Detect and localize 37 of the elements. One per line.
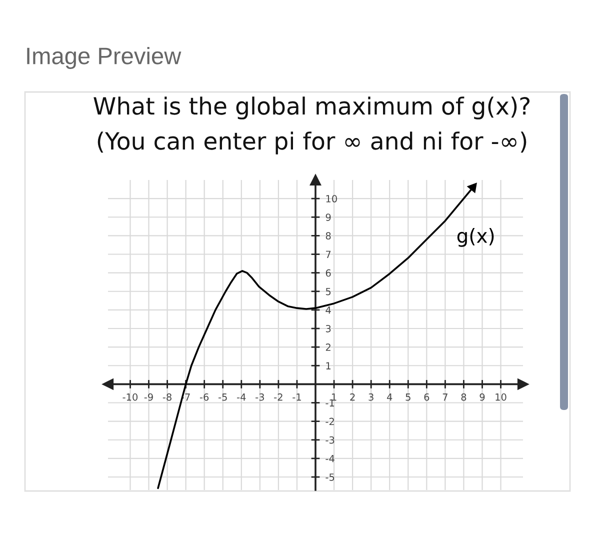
series-label: g(x) xyxy=(457,228,494,247)
y-tick-label: 4 xyxy=(326,306,331,314)
x-tick-label: 3 xyxy=(368,393,374,401)
x-tick-label: -1 xyxy=(292,394,301,401)
x-tick-label: -3 xyxy=(256,393,264,401)
x-tick-label: 2 xyxy=(350,393,355,401)
x-tick-label: -4 xyxy=(237,394,246,401)
x-tick-label: 6 xyxy=(424,393,430,401)
x-tick-label: -2 xyxy=(274,393,282,401)
x-tick-label: 7 xyxy=(442,394,448,401)
y-tick-label: 9 xyxy=(326,214,331,221)
x-tick-label: 8 xyxy=(461,393,466,401)
y-tick-label: -1 xyxy=(326,399,334,406)
x-tick-label: -8 xyxy=(162,393,172,401)
y-tick-label: 3 xyxy=(326,324,331,332)
chart-title: What is the global maximum of g(x)? xyxy=(94,96,530,120)
y-tick-label: -5 xyxy=(326,474,334,481)
y-tick-label: 6 xyxy=(326,269,331,277)
y-tick-label: 10 xyxy=(326,195,337,202)
y-tick-label: 8 xyxy=(326,232,331,240)
chart-subtitle: (You can enter pi for ∞ and ni for -∞) xyxy=(98,132,526,154)
y-tick-label: 7 xyxy=(326,250,331,258)
y-tick-label: -4 xyxy=(326,455,334,462)
x-tick-label: -6 xyxy=(200,393,209,401)
text: Image Preview xyxy=(27,46,182,70)
y-tick-label: -3 xyxy=(326,436,334,444)
x-tick-label: -5 xyxy=(218,394,227,401)
x-tick-label: -10 xyxy=(122,393,138,401)
x-tick-label: 4 xyxy=(386,394,392,401)
y-tick-label: 2 xyxy=(326,344,330,351)
x-tick-label: 5 xyxy=(406,394,410,401)
y-tick-label: 5 xyxy=(326,288,331,296)
y-tick-label: -2 xyxy=(326,418,334,426)
x-tick-label: 9 xyxy=(480,393,485,401)
x-tick-label: 10 xyxy=(496,393,506,401)
x-tick-label: -9 xyxy=(144,393,153,401)
y-tick-label: 1 xyxy=(326,362,331,370)
